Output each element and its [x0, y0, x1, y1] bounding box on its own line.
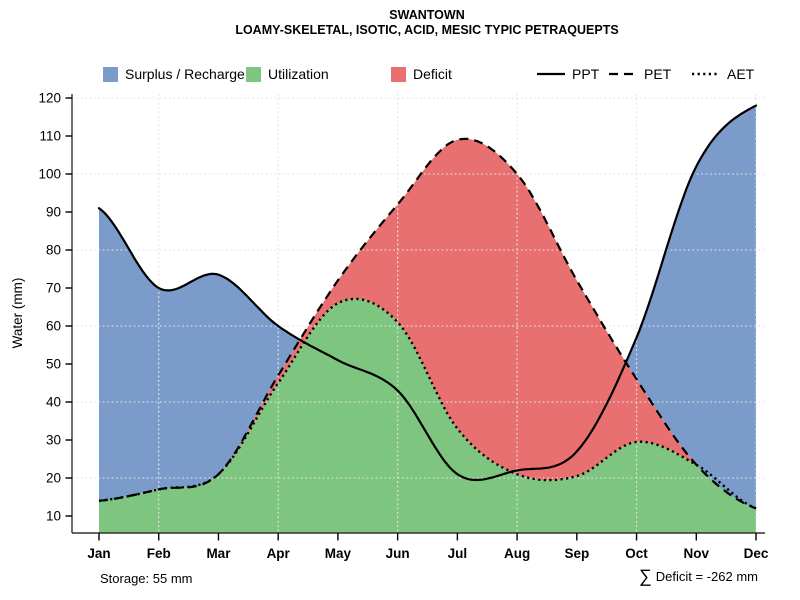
deficit-sum-annotation: ∑ Deficit = -262 mm — [639, 567, 758, 585]
dashed-line-icon — [609, 72, 637, 76]
utilization-area — [99, 298, 756, 533]
x-tick-label: Dec — [744, 546, 769, 561]
y-tick-label: 110 — [39, 129, 61, 144]
solid-line-icon — [537, 72, 565, 76]
y-tick-label: 100 — [38, 167, 61, 182]
legend-item-surplus: Surplus / Recharge — [103, 66, 245, 82]
y-tick-label: 120 — [38, 91, 61, 106]
deficit-swatch — [391, 66, 406, 82]
ppt-label: PPT — [572, 66, 600, 82]
x-tick-label: Nov — [684, 546, 710, 561]
pet-label: PET — [644, 66, 672, 82]
aet-label: AET — [727, 66, 755, 82]
surplus-swatch — [103, 66, 118, 82]
y-tick-label: 60 — [46, 319, 61, 334]
chart-title-block: SWANTOWN LOAMY-SKELETAL, ISOTIC, ACID, M… — [54, 8, 800, 38]
sigma-icon: ∑ — [638, 566, 652, 586]
storage-annotation: Storage: 55 mm — [100, 571, 193, 586]
deficit-sum-text: Deficit = -262 mm — [655, 568, 758, 584]
x-tick-label: Sep — [564, 546, 589, 561]
surplus-recharge-area — [99, 208, 300, 501]
ppt-curve — [97, 104, 758, 482]
legend-item-ppt: PPT — [537, 66, 599, 82]
dotted-line-icon — [692, 72, 720, 76]
x-tick-label: May — [325, 546, 352, 561]
aet-curve — [98, 297, 757, 510]
x-tick-label: Apr — [267, 546, 291, 561]
deficit-label: Deficit — [413, 66, 452, 82]
x-tick-label: Jun — [386, 546, 410, 561]
y-tick-label: 80 — [46, 243, 61, 258]
surplus-label: Surplus / Recharge — [125, 66, 245, 82]
legend-item-utilization: Utilization — [246, 66, 329, 82]
pet-curve — [98, 137, 757, 510]
y-tick-label: 70 — [46, 281, 61, 296]
x-tick-label: Aug — [504, 546, 530, 561]
chart-title: SWANTOWN — [389, 8, 465, 22]
x-tick-label: Jul — [448, 546, 468, 561]
chart-subtitle: LOAMY-SKELETAL, ISOTIC, ACID, MESIC TYPI… — [235, 23, 619, 37]
x-tick-label: Feb — [147, 546, 171, 561]
y-tick-label: 30 — [46, 433, 61, 448]
legend-item-aet: AET — [692, 66, 754, 82]
surplus-recharge-area — [625, 105, 756, 509]
legend-item-deficit: Deficit — [391, 66, 452, 82]
utilization-swatch — [246, 66, 261, 82]
y-tick-label: 50 — [46, 357, 61, 372]
y-tick-label: 90 — [46, 205, 61, 220]
y-axis-title: Water (mm) — [10, 278, 25, 349]
y-tick-label: 10 — [46, 509, 61, 524]
y-tick-label: 40 — [46, 395, 61, 410]
x-tick-label: Mar — [206, 546, 231, 561]
utilization-label: Utilization — [268, 66, 329, 82]
x-tick-label: Oct — [625, 546, 648, 561]
deficit-area — [218, 138, 697, 481]
y-tick-label: 20 — [46, 471, 61, 486]
x-tick-label: Jan — [87, 546, 110, 561]
legend-item-pet: PET — [609, 66, 671, 82]
